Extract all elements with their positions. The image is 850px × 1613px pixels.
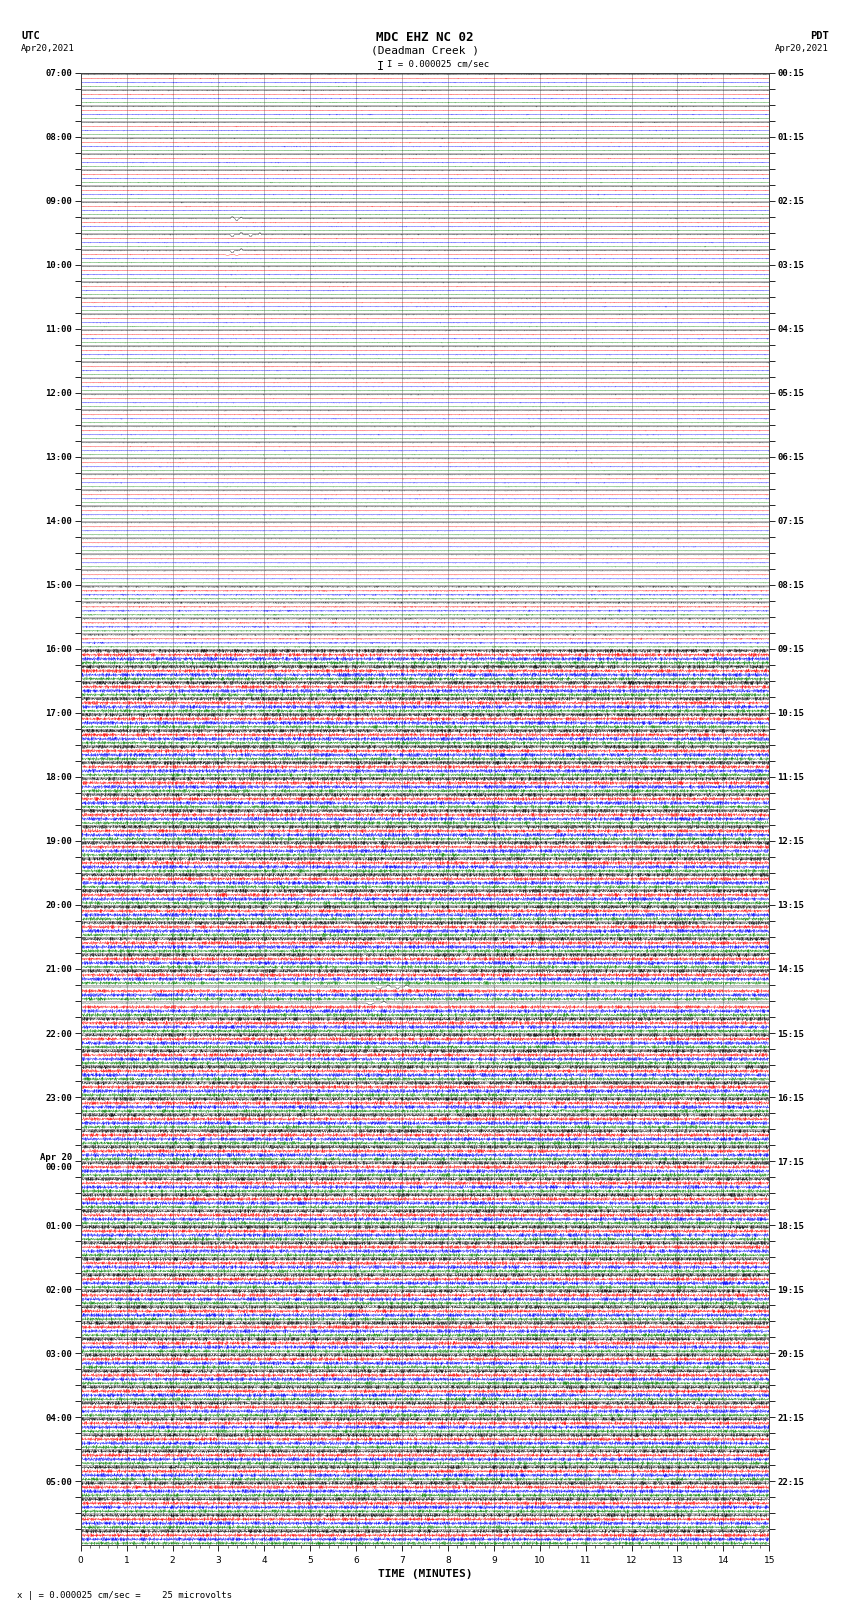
Text: (Deadman Creek ): (Deadman Creek ) (371, 45, 479, 55)
Text: MDC EHZ NC 02: MDC EHZ NC 02 (377, 31, 473, 44)
Text: PDT: PDT (810, 31, 829, 40)
Text: Apr20,2021: Apr20,2021 (21, 44, 75, 53)
Text: I: I (377, 60, 383, 73)
X-axis label: TIME (MINUTES): TIME (MINUTES) (377, 1569, 473, 1579)
Text: x | = 0.000025 cm/sec =    25 microvolts: x | = 0.000025 cm/sec = 25 microvolts (17, 1590, 232, 1600)
Text: Apr20,2021: Apr20,2021 (775, 44, 829, 53)
Text: I = 0.000025 cm/sec: I = 0.000025 cm/sec (387, 60, 489, 69)
Text: UTC: UTC (21, 31, 40, 40)
